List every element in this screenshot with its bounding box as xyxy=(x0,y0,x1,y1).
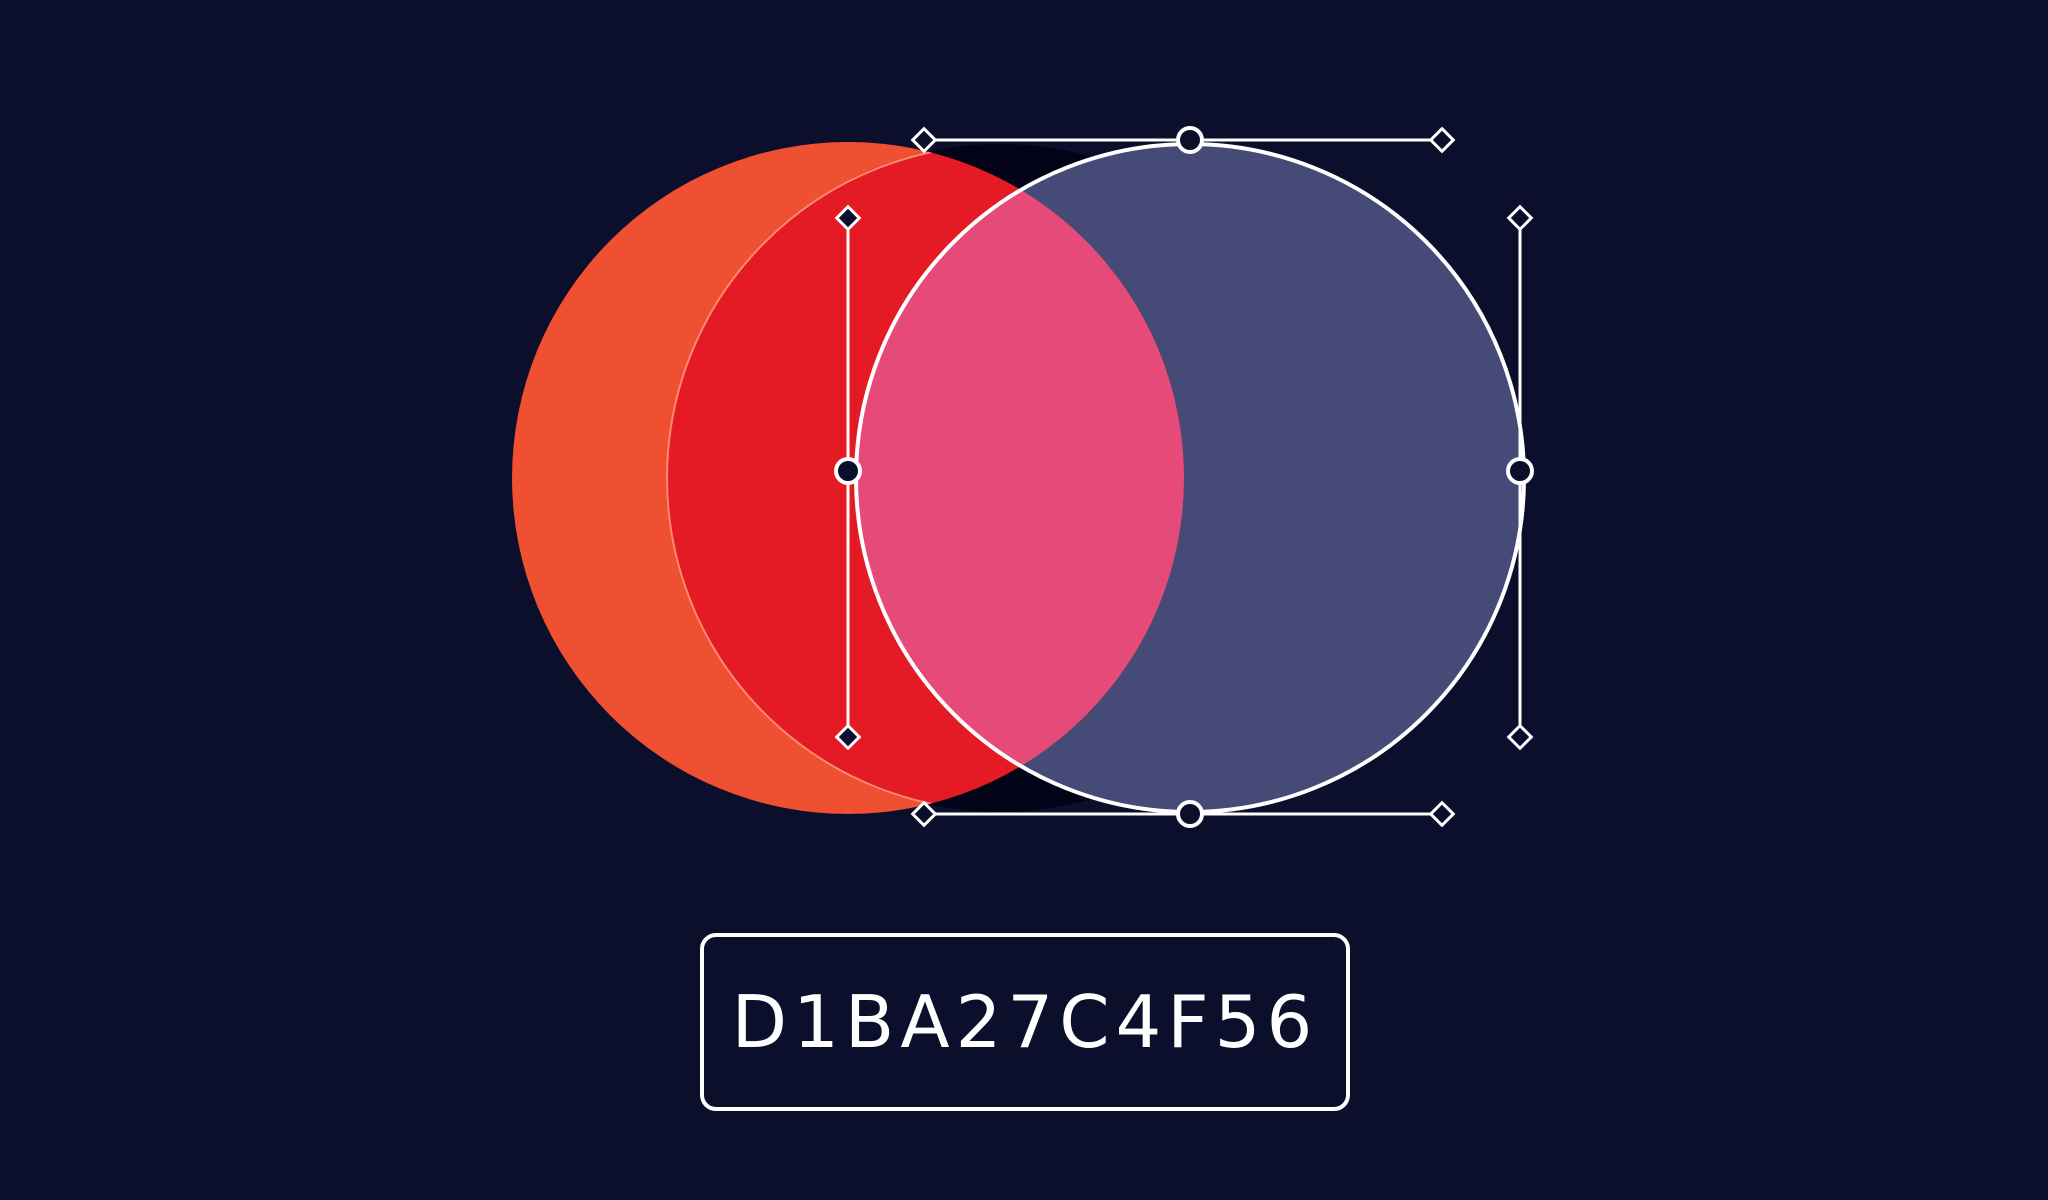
diamond-handle-icon[interactable] xyxy=(834,723,862,751)
circle-anchor-icon[interactable] xyxy=(1176,126,1204,154)
circle-anchor-icon[interactable] xyxy=(834,457,862,485)
circle-anchor-icon[interactable] xyxy=(1506,457,1534,485)
diamond-handle-icon[interactable] xyxy=(1506,723,1534,751)
pink-overlap xyxy=(856,144,1184,812)
code-label-box: D1BA27C4F56 xyxy=(700,933,1350,1111)
diamond-handle-icon[interactable] xyxy=(834,204,862,232)
diamond-handle-icon[interactable] xyxy=(910,800,938,828)
anchor-points[interactable] xyxy=(834,126,1534,828)
diamond-handle-icon[interactable] xyxy=(1428,126,1456,154)
circle-anchor-icon[interactable] xyxy=(1176,800,1204,828)
diamond-handle-icon[interactable] xyxy=(1506,204,1534,232)
diamond-handle-icon[interactable] xyxy=(910,126,938,154)
control-handles[interactable] xyxy=(834,126,1534,828)
diamond-handle-icon[interactable] xyxy=(1428,800,1456,828)
code-label: D1BA27C4F56 xyxy=(731,980,1319,1064)
